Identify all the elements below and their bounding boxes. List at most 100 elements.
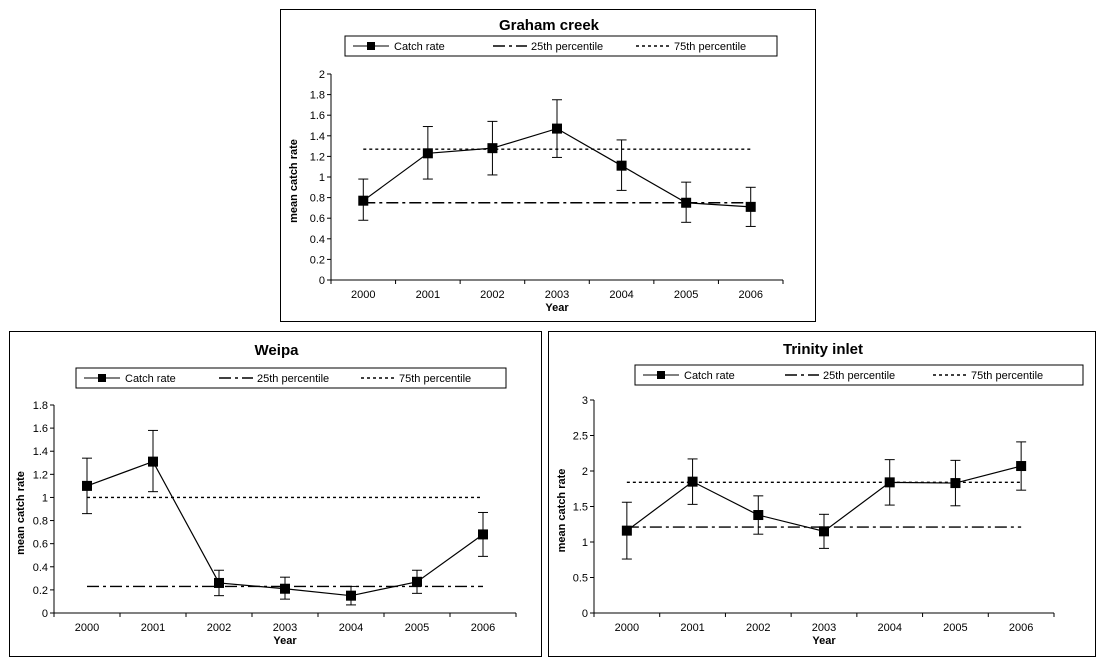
- chart-svg-weipa: Weipa Catch rate 25th percentile 75th perce…: [15, 342, 517, 647]
- y-tick-label: 1: [319, 172, 325, 184]
- x-tick-label: 2003: [545, 289, 569, 301]
- catch-rate-point: [819, 526, 829, 537]
- x-tick-label: 2004: [339, 622, 363, 634]
- legend-label-75th-percentile: 75th percentile: [971, 370, 1043, 382]
- x-tick-label: 2003: [812, 622, 836, 634]
- catch-rate-point: [148, 456, 158, 467]
- catch-rate-point: [358, 195, 369, 206]
- catch-rate-point: [621, 525, 632, 536]
- x-tick-label: 2003: [273, 622, 297, 634]
- y-tick-label: 0.8: [33, 516, 48, 528]
- chart-panel-weipa: Weipa Catch rate 25th percentile 75th perce…: [9, 331, 542, 657]
- chart-panel-graham-creek: Graham creek Catch rate 25th percentile 75t…: [280, 9, 816, 322]
- catch-rate-point: [422, 148, 433, 159]
- catch-rate-point: [687, 476, 698, 487]
- x-tick-label: 2000: [351, 289, 375, 301]
- x-tick-label: 2006: [471, 622, 495, 634]
- y-tick-label: 0.5: [573, 573, 588, 585]
- legend-box: [634, 364, 1084, 386]
- y-tick-label: 0: [42, 608, 48, 620]
- y-tick-label: 0: [319, 275, 325, 287]
- y-tick-label: 1.8: [33, 400, 48, 412]
- x-tick-label: 2001: [416, 289, 440, 301]
- y-tick-label: 0.2: [310, 254, 325, 266]
- catch-rate-point: [552, 123, 562, 134]
- y-tick-label: 1: [582, 537, 588, 549]
- x-tick-label: 2000: [75, 622, 99, 634]
- x-tick-label: 2005: [674, 289, 698, 301]
- x-axis-title: Year: [812, 635, 836, 647]
- catch-rate-point: [753, 510, 764, 521]
- chart-svg-trinity-inlet: Trinity inlet Catch rate 25th percentile 75…: [556, 341, 1084, 647]
- y-tick-label: 0.6: [310, 213, 325, 225]
- y-tick-label: 0: [582, 608, 588, 620]
- y-tick-label: 1.2: [310, 151, 325, 163]
- y-tick-label: 3: [582, 395, 588, 407]
- x-tick-label: 2001: [141, 622, 165, 634]
- x-tick-label: 2005: [405, 622, 429, 634]
- y-tick-label: 0.4: [33, 562, 48, 574]
- legend-label-25th-percentile: 25th percentile: [257, 373, 329, 385]
- chart-title: Weipa: [255, 342, 300, 359]
- catch-rate-point: [616, 160, 627, 171]
- y-tick-label: 1.4: [33, 446, 48, 458]
- chart-title: Trinity inlet: [783, 341, 863, 358]
- y-tick-label: 1.4: [310, 131, 325, 143]
- x-axis-title: Year: [545, 302, 569, 314]
- x-tick-label: 2002: [207, 622, 231, 634]
- legend-label-catch-rate: Catch rate: [394, 41, 445, 53]
- y-tick-label: 0.8: [310, 193, 325, 205]
- x-tick-label: 2004: [877, 622, 901, 634]
- legend-label-75th-percentile: 75th percentile: [674, 41, 746, 53]
- catch-rate-point: [280, 583, 290, 594]
- catch-rate-point: [412, 576, 422, 587]
- y-axis-title: mean catch rate: [15, 471, 27, 555]
- x-tick-label: 2006: [1009, 622, 1033, 634]
- legend-label-75th-percentile: 75th percentile: [399, 373, 471, 385]
- chart-title: Graham creek: [499, 17, 600, 34]
- chart-svg-graham-creek: Graham creek Catch rate 25th percentile 75t…: [288, 17, 784, 314]
- x-tick-label: 2005: [943, 622, 967, 634]
- x-tick-label: 2002: [746, 622, 770, 634]
- x-tick-label: 2006: [738, 289, 762, 301]
- x-axis-title: Year: [273, 635, 297, 647]
- x-tick-label: 2001: [680, 622, 704, 634]
- legend-marker-catch-rate: [657, 371, 665, 379]
- catch-rate-point: [214, 577, 224, 588]
- legend-box: [75, 367, 507, 389]
- catch-rate-point: [950, 478, 961, 489]
- catch-rate-point: [82, 480, 92, 491]
- y-axis-title: mean catch rate: [556, 469, 568, 553]
- x-tick-label: 2004: [609, 289, 633, 301]
- y-tick-label: 1.6: [310, 110, 325, 122]
- y-tick-label: 2: [582, 466, 588, 478]
- catch-rate-point: [478, 529, 488, 540]
- chart-panel-trinity-inlet: Trinity inlet Catch rate 25th percentile 75…: [548, 331, 1096, 657]
- catch-rate-point: [346, 590, 356, 601]
- y-tick-label: 1.5: [573, 502, 588, 514]
- catch-rate-point: [1016, 461, 1027, 472]
- legend-label-25th-percentile: 25th percentile: [823, 370, 895, 382]
- legend-label-catch-rate: Catch rate: [125, 373, 176, 385]
- y-tick-label: 1: [42, 492, 48, 504]
- y-tick-label: 0.6: [33, 539, 48, 551]
- legend-label-25th-percentile: 25th percentile: [531, 41, 603, 53]
- y-tick-label: 0.2: [33, 585, 48, 597]
- legend-marker-catch-rate: [98, 374, 106, 382]
- catch-rate-line: [86, 460, 484, 597]
- catch-rate-point: [681, 197, 692, 208]
- y-axis-title: mean catch rate: [288, 139, 300, 223]
- legend-label-catch-rate: Catch rate: [684, 370, 735, 382]
- y-tick-label: 2: [319, 69, 325, 81]
- legend-marker-catch-rate: [367, 42, 375, 50]
- y-tick-label: 1.8: [310, 90, 325, 102]
- catch-rate-point: [487, 143, 498, 154]
- y-tick-label: 2.5: [573, 431, 588, 443]
- x-tick-label: 2000: [615, 622, 639, 634]
- y-tick-label: 0.4: [310, 234, 325, 246]
- y-tick-label: 1.2: [33, 469, 48, 481]
- catch-rate-point: [745, 201, 756, 212]
- x-tick-label: 2002: [480, 289, 504, 301]
- catch-rate-point: [884, 477, 895, 488]
- y-tick-label: 1.6: [33, 423, 48, 435]
